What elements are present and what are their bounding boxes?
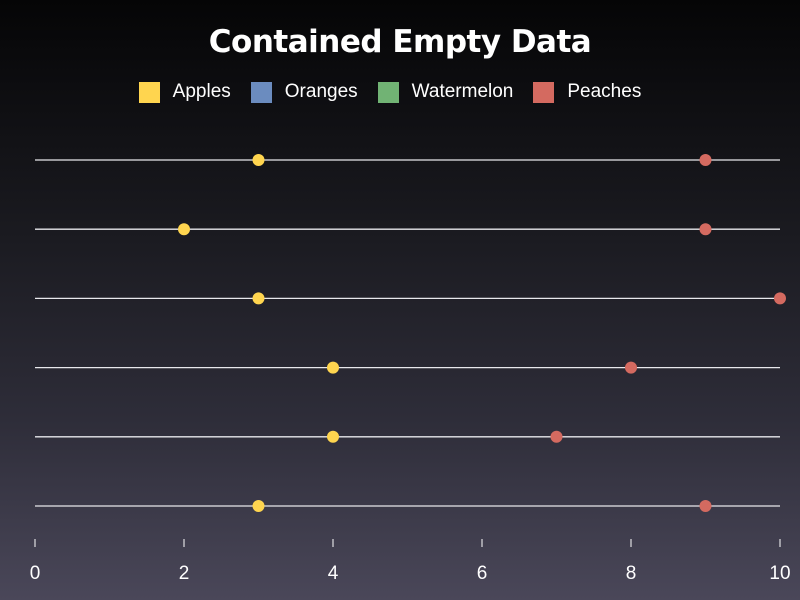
point-apples-3 — [252, 292, 265, 305]
point-peaches-1 — [699, 154, 712, 166]
legend-label-peaches: Peaches — [567, 81, 642, 102]
point-apples-4 — [327, 361, 339, 374]
x-tick-label-6: 6 — [477, 563, 488, 584]
x-tick-label-2: 2 — [179, 563, 190, 584]
legend-item-peaches[interactable]: Peaches — [533, 78, 641, 106]
legend-item-apples[interactable]: Apples — [138, 78, 231, 106]
point-peaches-3 — [774, 292, 786, 305]
legend-swatch-apples — [138, 81, 160, 103]
legend-label-watermelon: Watermelon — [411, 81, 514, 102]
legend-swatch-oranges — [250, 81, 272, 103]
x-tick-label-8: 8 — [626, 563, 637, 584]
point-apples-5 — [327, 430, 339, 443]
point-apples-2 — [178, 223, 190, 236]
point-peaches-6 — [699, 500, 712, 512]
legend-swatch-peaches — [533, 81, 555, 103]
legend-item-oranges[interactable]: Oranges — [250, 78, 358, 106]
x-tick-label-0: 0 — [30, 563, 41, 584]
legend: Apples Oranges Watermelon Peaches — [0, 78, 780, 106]
legend-swatch-watermelon — [377, 81, 399, 103]
point-peaches-5 — [550, 430, 563, 443]
chart-title: Contained Empty Data — [208, 24, 592, 60]
point-apples-1 — [252, 154, 265, 166]
point-peaches-2 — [699, 223, 712, 236]
point-apples-6 — [252, 500, 265, 512]
legend-label-apples: Apples — [172, 81, 231, 102]
x-tick-label-10: 10 — [769, 563, 790, 584]
x-tick-label-4: 4 — [328, 563, 339, 584]
legend-item-watermelon[interactable]: Watermelon — [377, 78, 514, 106]
point-peaches-4 — [625, 361, 637, 374]
legend-label-oranges: Oranges — [284, 81, 358, 102]
